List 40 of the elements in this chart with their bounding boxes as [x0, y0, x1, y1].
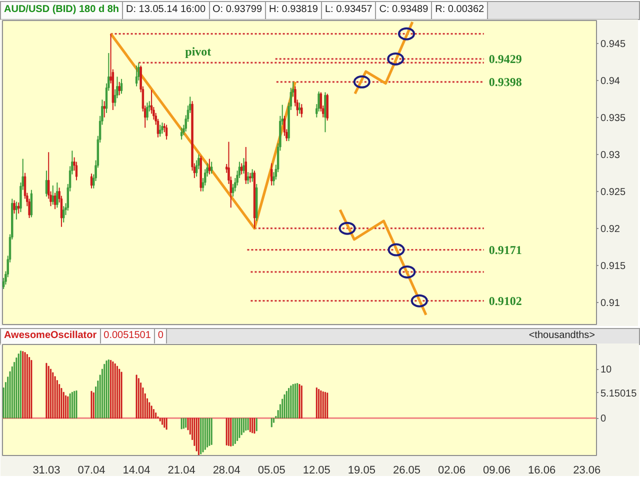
x-tick-label: 21.04: [168, 464, 196, 476]
x-tick-label: 07.04: [78, 464, 106, 476]
x-tick-label: 31.03: [32, 464, 60, 476]
y-tick-label: 0.945: [600, 38, 626, 50]
x-tick-label: 12.05: [302, 464, 330, 476]
x-tick-label: 28.04: [212, 464, 240, 476]
x-tick-label: 14.04: [122, 464, 150, 476]
x-tick-label: 05.05: [258, 464, 286, 476]
annotation: 0.9429: [488, 52, 522, 66]
x-tick-label: 23.06: [573, 464, 601, 476]
y-tick-label: 0.91: [600, 298, 620, 309]
y-tick-label: 0.915: [600, 260, 626, 272]
chart-title: AUD/USD (BID) 180 d 8h: [1, 2, 124, 19]
y-tick-label: 0.92: [600, 224, 620, 235]
x-tick-label: 16.06: [528, 464, 556, 476]
text: D: 13.05.14 16:00: [123, 2, 210, 19]
text: 0.0051501: [100, 328, 155, 344]
x-tick-label: 26.05: [392, 464, 420, 476]
y-tick-label: 0.93: [600, 150, 620, 161]
x-tick-label: 09.06: [483, 464, 511, 476]
annotation: 0.9398: [488, 74, 522, 89]
y-tick-label: 10: [600, 364, 612, 376]
text: L: 0.93457: [322, 2, 376, 19]
text: O: 0.93799: [210, 2, 266, 19]
y-tick-label: 0.935: [600, 112, 626, 124]
text: R: 0.00362: [432, 2, 488, 19]
text: C: 0.93489: [376, 2, 432, 19]
y-axis-title: <thousandths>: [528, 329, 596, 343]
y-tick-label: 5.15015: [600, 388, 638, 400]
y-tick-label: 0.94: [600, 76, 620, 87]
chart-title: AwesomeOscillator: [1, 328, 101, 344]
text: H: 0.93819: [266, 2, 322, 19]
text: 0: [154, 328, 168, 344]
x-tick-label: 19.05: [348, 464, 376, 476]
y-tick-label: 0.925: [600, 186, 626, 198]
y-tick-label: 0: [600, 414, 606, 425]
annotation: 0.9102: [488, 294, 522, 308]
annotation: pivot: [185, 44, 212, 59]
annotation: 0.9171: [488, 242, 522, 257]
x-tick-label: 02.06: [438, 464, 466, 476]
